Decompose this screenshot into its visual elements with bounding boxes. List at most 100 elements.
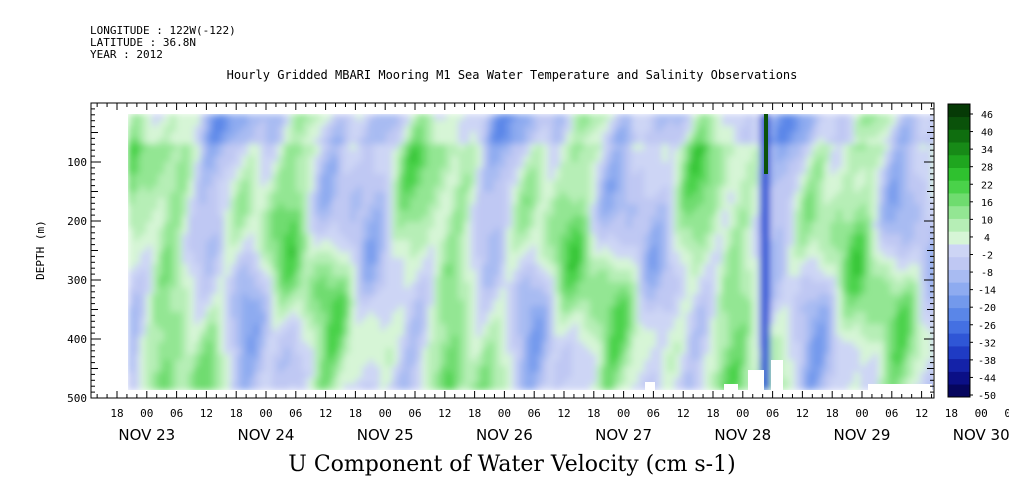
heat-cell	[266, 240, 273, 247]
heat-cell	[266, 348, 273, 355]
heat-cell	[146, 312, 153, 319]
heat-cell	[254, 168, 261, 175]
heat-cell	[206, 288, 213, 295]
heat-cell	[632, 312, 639, 319]
heat-cell	[728, 252, 735, 259]
heat-cell	[740, 372, 747, 379]
heat-cell	[314, 198, 321, 205]
heat-cell	[230, 132, 237, 139]
heat-cell	[668, 132, 675, 139]
heat-cell	[176, 174, 183, 181]
heat-cell	[272, 186, 279, 193]
heat-cell	[734, 234, 741, 241]
heat-cell	[410, 216, 417, 223]
heat-cell	[434, 348, 441, 355]
heat-cell	[158, 114, 165, 121]
heat-cell	[470, 384, 477, 390]
heat-cell	[320, 198, 327, 205]
heat-cell	[722, 180, 729, 187]
heat-cell	[500, 324, 507, 331]
heat-cell	[446, 114, 453, 121]
heat-cell	[752, 276, 759, 283]
heat-cell	[398, 126, 405, 133]
heat-cell	[200, 288, 207, 295]
heat-cell	[566, 126, 573, 133]
heat-cell	[410, 228, 417, 235]
heat-cell	[230, 120, 237, 127]
heat-cell	[314, 192, 321, 199]
heat-cell	[314, 384, 321, 390]
heat-cell	[308, 276, 315, 283]
heat-cell	[656, 156, 663, 163]
heat-cell	[260, 180, 267, 187]
heat-cell	[596, 186, 603, 193]
heat-cell	[320, 132, 327, 139]
heat-cell	[572, 324, 579, 331]
heat-cell	[308, 156, 315, 163]
heat-cell	[416, 120, 423, 127]
heat-cell	[194, 264, 201, 271]
heat-cell	[302, 342, 309, 349]
heat-cell	[392, 162, 399, 169]
heat-cell	[416, 384, 423, 390]
heat-cell	[536, 192, 543, 199]
heat-cell	[344, 138, 351, 145]
heat-cell	[710, 384, 717, 390]
heat-cell	[596, 132, 603, 139]
heat-cell	[356, 222, 363, 229]
heat-cell	[152, 150, 159, 157]
heat-cell	[182, 228, 189, 235]
heat-cell	[554, 282, 561, 289]
heat-cell	[332, 150, 339, 157]
heat-cell	[650, 180, 657, 187]
heat-cell	[350, 312, 357, 319]
heat-cell	[350, 366, 357, 373]
heat-cell	[314, 126, 321, 133]
heat-cell	[254, 336, 261, 343]
heat-cell	[140, 150, 147, 157]
heat-cell	[464, 372, 471, 379]
heat-cell	[674, 270, 681, 277]
heat-cell	[236, 210, 243, 217]
heat-cell	[488, 294, 495, 301]
heat-cell	[494, 360, 501, 367]
heat-cell	[278, 366, 285, 373]
heat-cell	[650, 342, 657, 349]
heat-cell	[338, 234, 345, 241]
heat-cell	[572, 300, 579, 307]
heat-cell	[344, 372, 351, 379]
heat-cell	[554, 366, 561, 373]
heat-cell	[692, 258, 699, 265]
heat-cell	[230, 372, 237, 379]
heat-cell	[560, 210, 567, 217]
heat-cell	[542, 156, 549, 163]
heat-cell	[518, 294, 525, 301]
heat-cell	[260, 282, 267, 289]
heat-cell	[476, 378, 483, 385]
heat-cell	[170, 138, 177, 145]
heat-cell	[266, 174, 273, 181]
heat-cell	[362, 120, 369, 127]
heat-cell	[632, 222, 639, 229]
heat-cell	[146, 240, 153, 247]
heat-cell	[422, 372, 429, 379]
heat-cell	[584, 210, 591, 217]
heat-cell	[740, 294, 747, 301]
heat-cell	[548, 324, 555, 331]
heat-cell	[230, 252, 237, 259]
heat-cell	[248, 162, 255, 169]
heat-cell	[224, 228, 231, 235]
heat-cell	[410, 132, 417, 139]
heat-cell	[350, 144, 357, 151]
heat-cell	[464, 366, 471, 373]
heat-cell	[332, 270, 339, 277]
heat-cell	[272, 360, 279, 367]
heat-cell	[530, 288, 537, 295]
heat-cell	[140, 138, 147, 145]
heat-cell	[278, 162, 285, 169]
heat-cell	[524, 336, 531, 343]
heat-cell	[422, 180, 429, 187]
heat-cell	[644, 246, 651, 253]
heat-cell	[644, 264, 651, 271]
heat-cell	[590, 324, 597, 331]
